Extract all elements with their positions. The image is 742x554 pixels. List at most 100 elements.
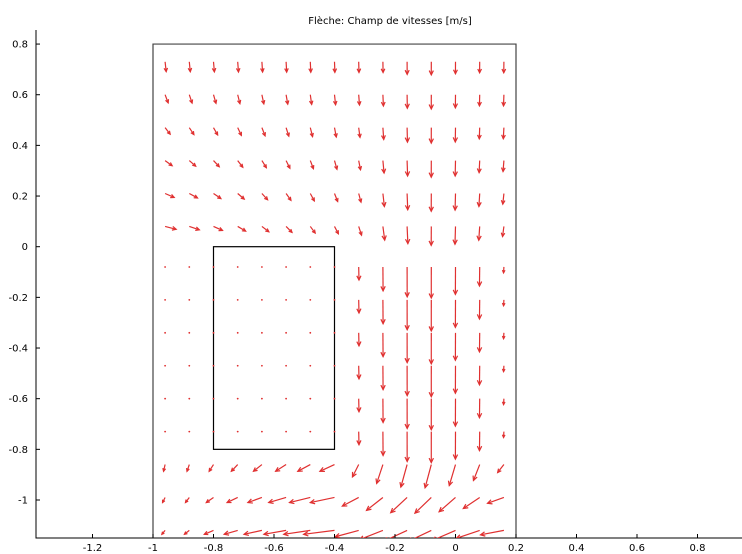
velocity-arrow [261, 364, 263, 367]
velocity-arrow [162, 464, 167, 473]
velocity-arrow [452, 431, 459, 461]
velocity-arrow [212, 127, 219, 137]
velocity-arrow [261, 397, 263, 400]
velocity-arrow [356, 61, 362, 74]
velocity-arrow [309, 127, 314, 138]
velocity-arrow [501, 398, 506, 406]
velocity-arrow [500, 193, 506, 206]
velocity-arrow [261, 127, 266, 138]
velocity-arrow [285, 298, 287, 301]
velocity-arrow [189, 225, 201, 231]
velocity-arrow [413, 497, 432, 515]
velocity-arrow [187, 61, 193, 74]
velocity-arrow [296, 464, 311, 472]
velocity-arrow [452, 127, 459, 144]
velocity-arrow [285, 266, 287, 268]
velocity-arrow [212, 397, 215, 400]
velocity-arrow [212, 94, 218, 105]
velocity-arrow [164, 94, 170, 105]
velocity-arrow [356, 94, 362, 107]
velocity-arrow [188, 94, 194, 105]
velocity-arrow [163, 61, 169, 74]
velocity-arrow [261, 331, 263, 334]
plot-frame [35, 30, 742, 539]
velocity-arrow [261, 225, 270, 233]
x-tick-label: 0.4 [569, 543, 585, 554]
velocity-arrow [501, 299, 506, 308]
velocity-arrow [252, 464, 263, 473]
velocity-arrow [333, 226, 340, 235]
velocity-arrow [236, 298, 239, 301]
velocity-arrow [356, 431, 362, 447]
velocity-arrow [188, 127, 195, 136]
velocity-arrow [423, 464, 432, 490]
velocity-arrow [357, 127, 362, 139]
velocity-arrow [160, 530, 166, 536]
velocity-arrow [356, 266, 362, 282]
x-tick-label: -1.2 [83, 543, 103, 554]
velocity-arrow [452, 61, 458, 76]
velocity-arrow [486, 496, 505, 505]
y-tick-label: -0.6 [8, 394, 28, 405]
velocity-arrow [476, 332, 483, 354]
velocity-arrow [161, 497, 166, 504]
velocity-arrow [404, 160, 411, 178]
x-tick-label: -1 [148, 543, 158, 554]
velocity-arrow [236, 331, 239, 334]
velocity-arrow [236, 266, 239, 268]
velocity-arrow [237, 160, 244, 169]
domain-outline [152, 43, 517, 538]
velocity-arrow [188, 364, 191, 367]
velocity-arrow [501, 61, 507, 75]
velocity-arrow [235, 61, 241, 74]
velocity-arrow [404, 193, 411, 212]
velocity-arrow [237, 193, 246, 201]
velocity-arrow [183, 529, 190, 536]
velocity-arrow [365, 496, 384, 512]
velocity-arrow [164, 298, 167, 301]
velocity-arrow [308, 94, 314, 106]
velocity-arrow [333, 430, 336, 433]
velocity-arrow [358, 226, 363, 237]
velocity-arrow [404, 398, 410, 430]
velocity-arrow [308, 61, 313, 74]
velocity-arrow [476, 299, 483, 321]
velocity-arrow [428, 61, 434, 77]
y-tick-label: 0.4 [12, 141, 28, 152]
obstacle-rectangle [212, 246, 336, 450]
velocity-arrow [236, 397, 239, 400]
velocity-arrow [164, 225, 178, 231]
velocity-arrow [476, 226, 482, 242]
velocity-arrow [501, 266, 506, 275]
x-tick-label: -0.8 [204, 543, 224, 554]
velocity-arrow [237, 225, 247, 232]
velocity-arrow [404, 365, 410, 397]
velocity-arrow [236, 430, 239, 433]
velocity-arrow [302, 529, 335, 537]
velocity-arrow [164, 397, 167, 400]
velocity-arrow [261, 430, 263, 433]
velocity-arrow [213, 193, 223, 200]
velocity-arrow [356, 299, 362, 315]
velocity-arrow [452, 332, 459, 362]
velocity-arrow [360, 529, 384, 538]
velocity-arrow [452, 193, 458, 212]
velocity-arrow [242, 529, 263, 537]
velocity-arrow [333, 127, 338, 139]
velocity-arrow [404, 61, 410, 76]
velocity-arrow [428, 127, 434, 145]
velocity-arrow [164, 331, 167, 334]
x-tick-label: 0.2 [508, 543, 524, 554]
velocity-arrow [351, 464, 360, 479]
velocity-arrow [211, 61, 217, 74]
velocity-arrow [500, 226, 506, 238]
velocity-arrow [477, 127, 482, 141]
velocity-arrow [380, 332, 386, 359]
velocity-arrow [309, 331, 312, 334]
velocity-arrow [212, 266, 215, 268]
x-tick-label: -0.6 [264, 543, 284, 554]
velocity-arrow [225, 496, 238, 504]
velocity-arrow [308, 496, 335, 505]
velocity-arrow [476, 365, 483, 387]
velocity-arrow [428, 398, 434, 432]
